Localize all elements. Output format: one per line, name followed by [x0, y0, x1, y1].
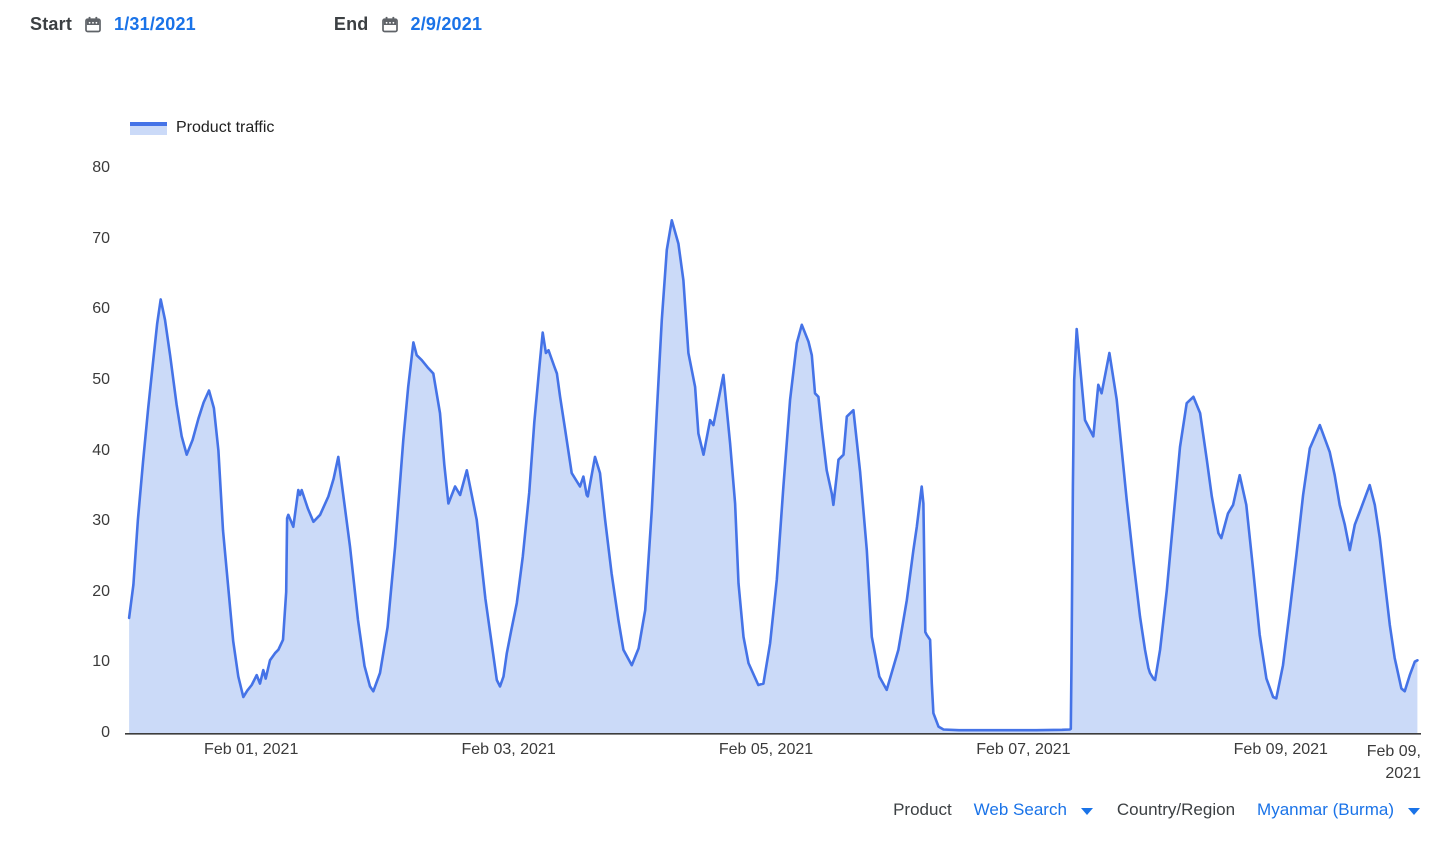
y-tick-label: 60: [92, 300, 110, 318]
y-tick-label: 10: [92, 653, 110, 671]
y-tick-label: 0: [101, 724, 110, 741]
x-tick-label: Feb 05, 2021: [718, 741, 814, 758]
start-date-link[interactable]: 1/31/2021: [114, 14, 196, 34]
date-range-bar: Start 1/31/2021 End 2/9/2021: [30, 14, 482, 35]
y-tick-label: 30: [92, 512, 110, 530]
y-tick-label: 20: [92, 582, 110, 600]
chevron-down-icon: [1408, 807, 1420, 815]
x-tick-label: Feb 01, 2021: [204, 741, 299, 758]
legend-swatch: [130, 121, 167, 135]
region-dropdown[interactable]: Myanmar (Burma): [1257, 800, 1420, 820]
y-tick-label: 40: [92, 441, 110, 459]
region-dropdown-value[interactable]: Myanmar (Burma): [1257, 800, 1394, 819]
traffic-area-chart[interactable]: [125, 160, 1421, 737]
end-label: End: [333, 14, 369, 34]
chevron-down-icon: [1080, 807, 1093, 815]
product-label: Product: [893, 800, 952, 819]
y-tick-label: 70: [92, 229, 110, 247]
y-tick-label: 50: [92, 370, 110, 388]
end-calendar-icon[interactable]: [381, 16, 399, 34]
x-tick-label: Feb 09, 2021: [1366, 743, 1421, 782]
chart-legend: Product traffic: [130, 119, 274, 137]
x-tick-label: Feb 07, 2021: [976, 741, 1071, 758]
product-controls: Product Web Search Country/Region Myanma…: [893, 800, 1420, 820]
start-label: Start: [30, 14, 73, 34]
y-tick-label: 80: [92, 159, 110, 176]
product-dropdown-value[interactable]: Web Search: [973, 800, 1067, 819]
start-calendar-icon[interactable]: [84, 16, 102, 34]
x-tick-label: Feb 09, 2021: [1233, 741, 1328, 758]
region-label: Country/Region: [1116, 800, 1236, 819]
product-dropdown[interactable]: Web Search: [974, 800, 1093, 820]
x-tick-label: Feb 03, 2021: [461, 741, 556, 758]
end-date-link[interactable]: 2/9/2021: [410, 14, 483, 34]
legend-label: Product traffic: [176, 119, 275, 136]
